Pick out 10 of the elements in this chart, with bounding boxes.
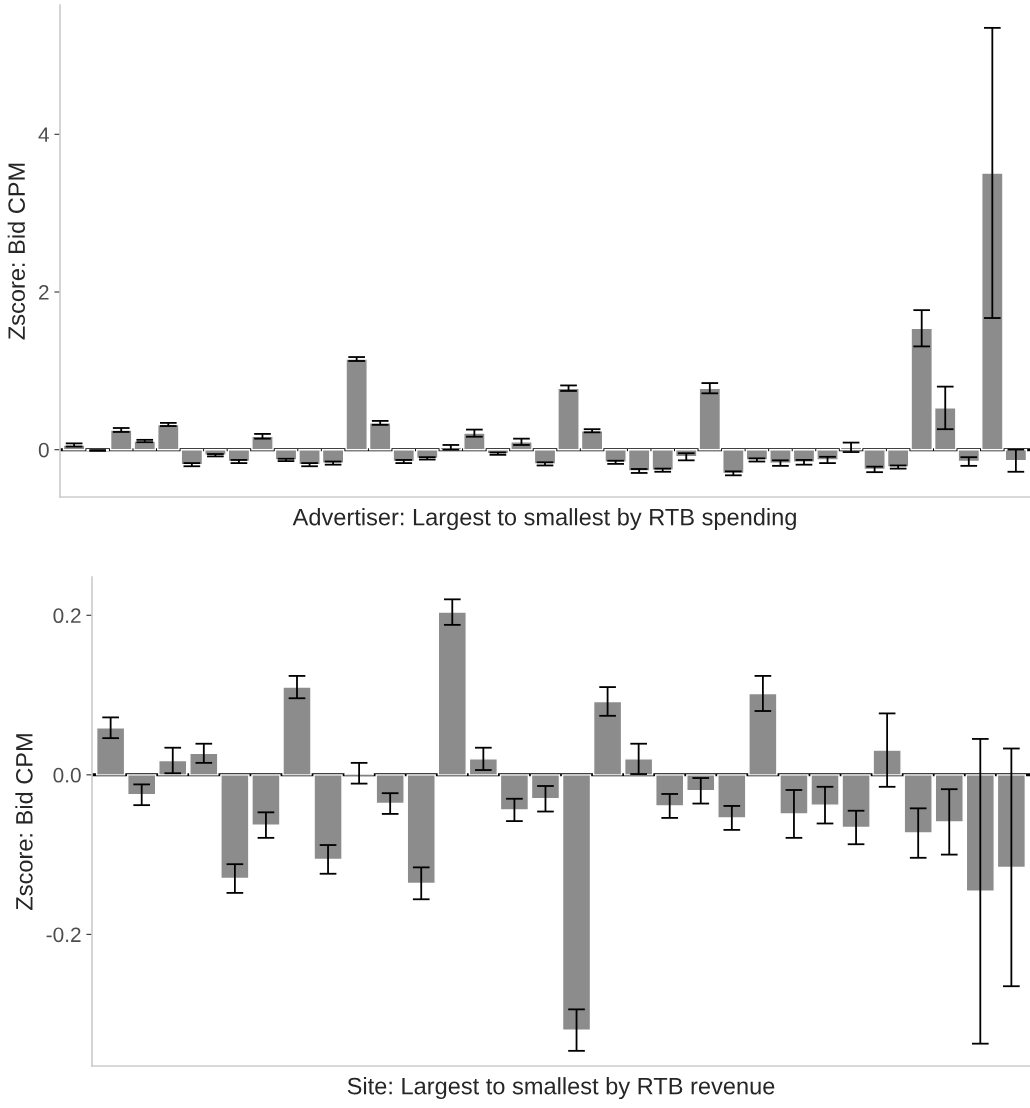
y-tick-label: 0.2: [53, 608, 81, 624]
y-axis-title: Zscore: Bid CPM: [15, 734, 33, 910]
y-tick-label: 4: [38, 127, 49, 142]
y-axis-title: Zscore: Bid CPM: [7, 163, 25, 340]
y-tick-label: 0.0: [53, 767, 81, 783]
y-tick-label: -0.2: [46, 927, 81, 943]
y-tick-label: 2: [39, 285, 49, 300]
x-axis-title: Site: Largest to smallest by RTB revenue: [347, 1077, 775, 1100]
y-tick-label: 0: [38, 442, 49, 458]
x-axis-title: Advertiser: Largest to smallest by RTB spending: [292, 508, 796, 531]
